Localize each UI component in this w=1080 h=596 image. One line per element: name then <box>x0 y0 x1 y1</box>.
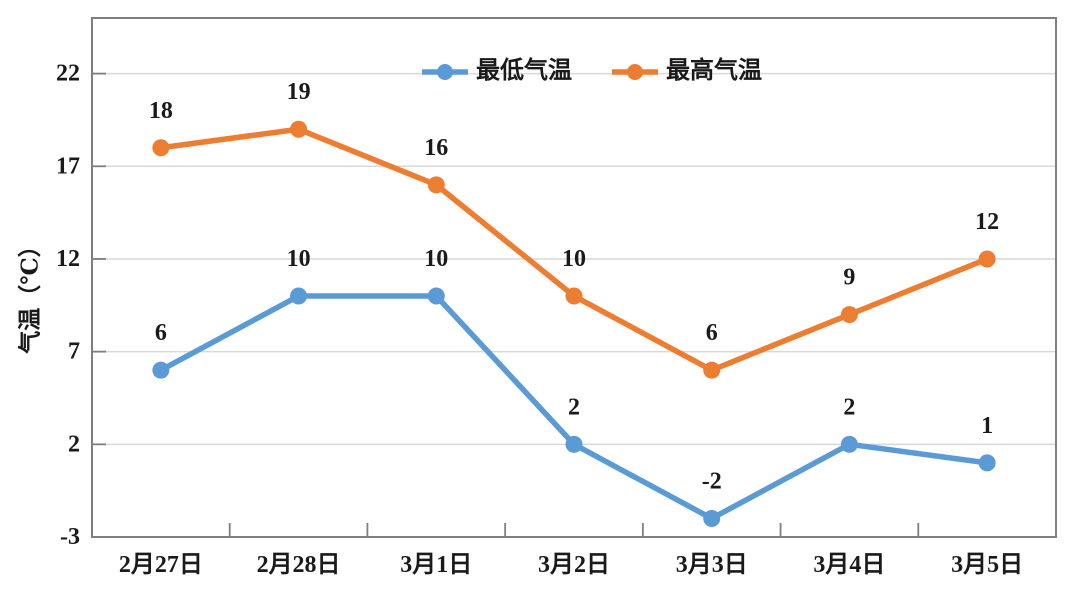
legend-label: 最高气温 <box>666 56 762 84</box>
y-tick-label: 2 <box>68 431 80 457</box>
data-point-marker <box>152 139 170 157</box>
data-label: 9 <box>843 265 855 291</box>
legend-item-1: 最高气温 <box>612 56 762 84</box>
data-label: 1 <box>981 413 993 439</box>
data-point-marker <box>427 287 445 305</box>
x-tick-label: 3月1日 <box>400 552 472 578</box>
data-label: 2 <box>568 394 580 420</box>
data-point-marker <box>840 435 858 453</box>
data-label: 10 <box>287 246 311 272</box>
y-tick-label: 12 <box>56 246 80 272</box>
x-tick-label: 3月5日 <box>951 552 1023 578</box>
y-tick-label: -3 <box>60 524 80 550</box>
data-label: 16 <box>424 135 448 161</box>
data-point-marker <box>290 120 308 138</box>
y-tick-label: 7 <box>68 339 80 365</box>
data-point-marker <box>978 250 996 268</box>
data-label: 18 <box>149 98 173 124</box>
data-point-marker <box>427 176 445 194</box>
x-tick-label: 3月2日 <box>538 552 610 578</box>
y-tick-label: 17 <box>56 153 80 179</box>
data-point-marker <box>840 306 858 324</box>
x-tick-label: 3月4日 <box>813 552 885 578</box>
x-tick-label: 3月3日 <box>676 552 748 578</box>
y-axis-title: 气温（℃） <box>17 234 43 355</box>
data-label: 10 <box>562 246 586 272</box>
plot-border <box>91 17 1057 538</box>
y-tick-label: 22 <box>56 61 80 87</box>
data-point-marker <box>290 287 308 305</box>
legend-marker <box>627 64 643 80</box>
data-label: 19 <box>287 79 311 105</box>
data-point-marker <box>565 435 583 453</box>
data-point-marker <box>703 509 721 527</box>
x-tick-label: 2月27日 <box>119 552 203 578</box>
data-label: 2 <box>843 394 855 420</box>
data-label: -2 <box>702 468 722 494</box>
data-label: 6 <box>155 320 167 346</box>
legend-item-0: 最低气温 <box>422 56 572 84</box>
x-tick-label: 2月28日 <box>257 552 341 578</box>
data-label: 10 <box>424 246 448 272</box>
legend-label: 最低气温 <box>476 56 572 84</box>
data-point-marker <box>703 361 721 379</box>
legend-marker <box>437 64 453 80</box>
legend: 最低气温 最高气温 <box>422 56 762 84</box>
data-point-marker <box>565 287 583 305</box>
data-point-marker <box>978 454 996 472</box>
data-label: 12 <box>975 209 999 235</box>
data-label: 6 <box>706 320 718 346</box>
data-point-marker <box>152 361 170 379</box>
